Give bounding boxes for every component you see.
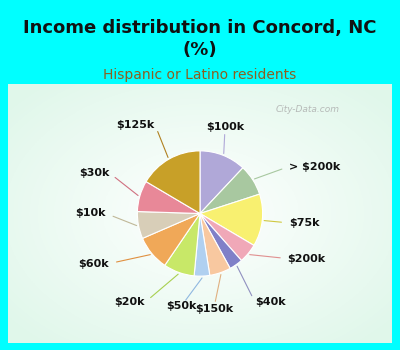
Text: $40k: $40k	[255, 298, 286, 307]
Text: $100k: $100k	[206, 122, 244, 132]
Text: Hispanic or Latino residents: Hispanic or Latino residents	[103, 68, 297, 82]
Text: $60k: $60k	[78, 259, 109, 268]
Text: > $200k: > $200k	[289, 162, 340, 172]
Wedge shape	[137, 211, 200, 238]
Wedge shape	[200, 151, 243, 214]
Wedge shape	[194, 214, 210, 276]
Wedge shape	[137, 182, 200, 214]
Text: $50k: $50k	[166, 301, 196, 311]
Wedge shape	[200, 168, 260, 214]
Wedge shape	[200, 214, 242, 268]
Wedge shape	[165, 214, 200, 276]
Text: $10k: $10k	[76, 209, 106, 218]
Wedge shape	[142, 214, 200, 265]
Text: $125k: $125k	[117, 120, 155, 130]
Wedge shape	[200, 214, 254, 260]
Wedge shape	[200, 214, 230, 275]
Text: $30k: $30k	[79, 168, 109, 178]
Wedge shape	[146, 151, 200, 214]
Text: $200k: $200k	[288, 254, 326, 264]
Wedge shape	[200, 194, 263, 245]
Text: $75k: $75k	[289, 218, 320, 228]
Text: City-Data.com: City-Data.com	[276, 105, 340, 114]
Text: $20k: $20k	[114, 298, 145, 307]
Text: Income distribution in Concord, NC
(%): Income distribution in Concord, NC (%)	[23, 19, 377, 60]
Text: $150k: $150k	[195, 304, 233, 314]
